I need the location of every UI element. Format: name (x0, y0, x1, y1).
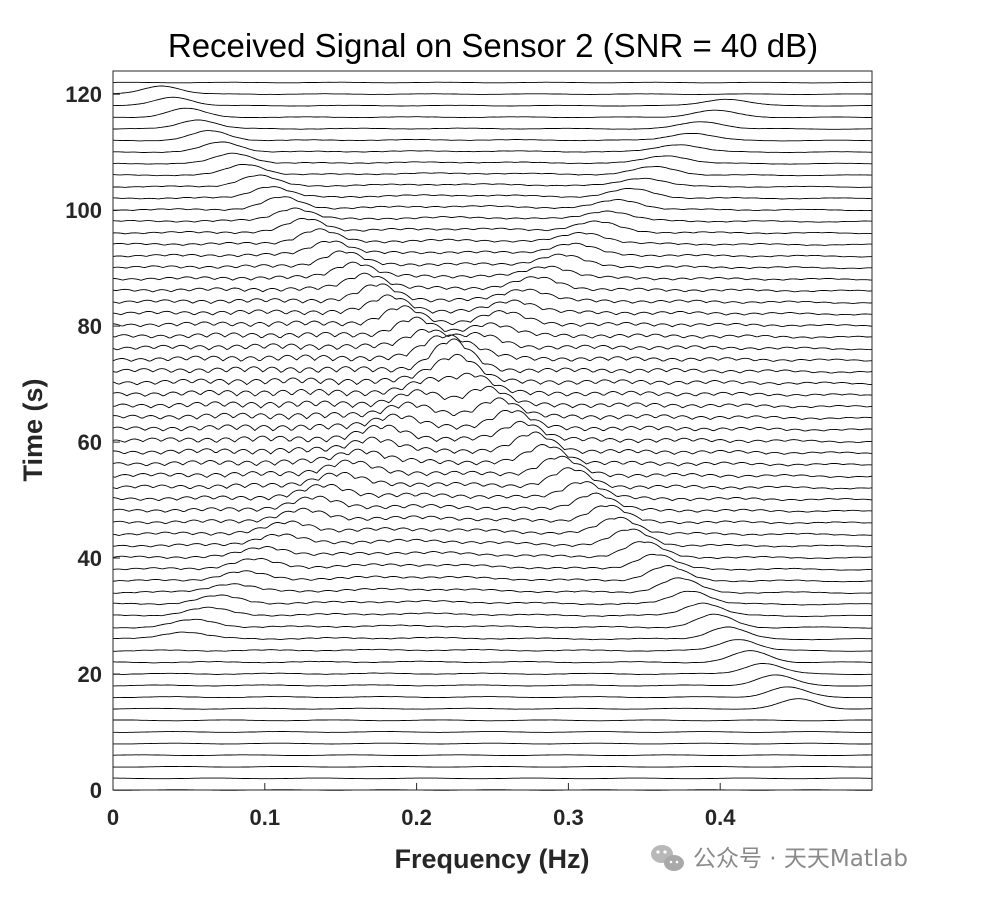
trace-line (113, 626, 872, 641)
x-tick-label: 0.3 (553, 805, 584, 830)
waterfall-traces (112, 81, 873, 791)
trace-line (113, 85, 872, 95)
trace-line (113, 152, 872, 165)
trace-line (112, 272, 873, 293)
trace-line (112, 765, 872, 768)
trace-line (112, 107, 872, 119)
trace-line (112, 250, 872, 270)
trace-line (113, 174, 872, 188)
trace-line (112, 334, 873, 362)
trace-line (112, 328, 873, 351)
trace-line (112, 186, 873, 200)
trace-line (112, 217, 873, 235)
trace-line (113, 141, 873, 154)
trace-line (113, 742, 872, 745)
trace-line (112, 698, 872, 710)
x-axis-label: Frequency (Hz) (394, 844, 589, 874)
y-tick-label: 80 (78, 314, 102, 339)
y-tick-label: 40 (78, 546, 102, 571)
trace-line (112, 283, 873, 305)
wechat-icon (651, 845, 684, 871)
trace-line (112, 481, 873, 502)
trace-line (112, 305, 873, 328)
trace-line (112, 528, 872, 548)
trace-line (112, 541, 872, 560)
trace-line (112, 553, 872, 571)
trace-line (112, 163, 872, 177)
trace-line (112, 397, 873, 421)
trace-line (113, 674, 873, 687)
y-tick-label: 20 (78, 662, 102, 687)
y-tick-label: 60 (78, 430, 102, 455)
trace-line (112, 492, 873, 513)
watermark: 公众号 · 天天Matlab (651, 845, 908, 872)
trace-line (113, 663, 872, 675)
trace-line (112, 650, 872, 664)
watermark-text: 公众号 · 天天Matlab (693, 846, 908, 872)
trace-line (112, 207, 873, 223)
trace-line (113, 119, 873, 130)
x-tick-label: 0 (107, 805, 119, 830)
trace-line (112, 639, 873, 652)
trace-line (113, 719, 873, 722)
trace-line (112, 444, 873, 467)
trace-line (112, 420, 873, 444)
trace-line (112, 409, 873, 432)
trace-line (113, 431, 873, 455)
trace-line (112, 516, 873, 536)
trace-line (112, 385, 873, 409)
y-axis-ticks: 0 20 40 60 80 100 120 (65, 82, 120, 803)
x-tick-label: 0.2 (401, 805, 432, 830)
trace-line (112, 261, 873, 281)
trace-line (112, 316, 873, 339)
y-tick-label: 0 (90, 778, 102, 803)
trace-line (112, 565, 872, 583)
trace-line (112, 353, 873, 386)
trace-line (112, 196, 873, 212)
trace-line (113, 754, 872, 757)
trace-line (113, 731, 873, 733)
y-axis-label: Time (s) (18, 378, 48, 481)
trace-line (112, 613, 873, 629)
trace-line (112, 338, 873, 374)
trace-line (112, 372, 873, 397)
trace-line (112, 467, 873, 490)
x-tick-label: 0.4 (705, 805, 736, 830)
trace-line (112, 504, 873, 525)
trace-line (112, 240, 873, 258)
trace-line (112, 228, 872, 246)
y-tick-label: 100 (65, 198, 102, 223)
trace-line (112, 294, 873, 316)
plot-frame (112, 70, 873, 791)
y-tick-label: 120 (65, 82, 102, 107)
trace-line (113, 777, 872, 780)
trace-line (113, 590, 873, 606)
trace-line (112, 455, 873, 479)
x-tick-label: 0.1 (250, 805, 281, 830)
trace-line (112, 577, 873, 594)
trace-line (112, 686, 873, 699)
trace-line (112, 130, 872, 142)
trace-line (113, 96, 872, 107)
trace-line (112, 602, 873, 618)
trace-line (113, 81, 872, 84)
x-axis-ticks: 0 0.1 0.2 0.3 0.4 (107, 783, 736, 830)
chart-title: Received Signal on Sensor 2 (SNR = 40 dB… (168, 27, 818, 64)
